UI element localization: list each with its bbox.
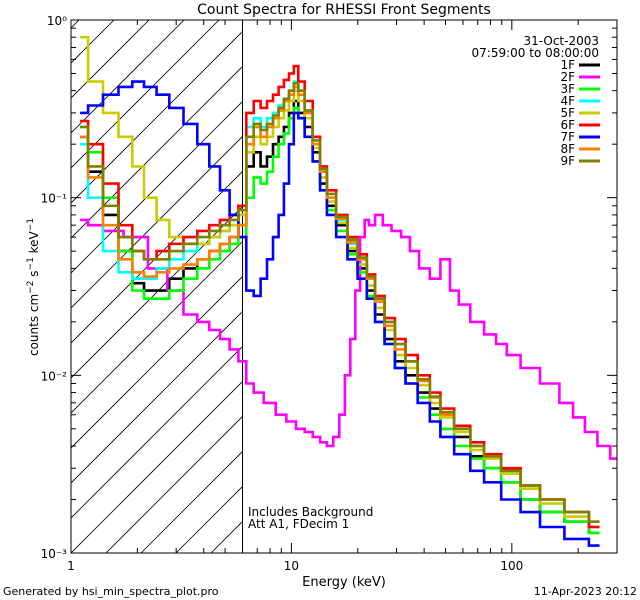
hatch-line <box>71 170 243 344</box>
hatch-line <box>71 205 243 379</box>
series-2F-line <box>80 213 617 460</box>
hatch-line <box>71 100 243 274</box>
x-axis-label: Energy (keV) <box>302 575 386 590</box>
hatch-line <box>71 20 185 134</box>
series-layer <box>80 35 617 547</box>
chart-title: Count Spectra for RHESSI Front Segments <box>197 2 491 18</box>
hatch-line <box>210 520 243 553</box>
legend-label-6F: 6F <box>560 118 575 132</box>
generated-by: Generated by hsi_min_spectra_plot.pro <box>3 585 219 598</box>
hatch-line <box>71 20 220 169</box>
x-tick-label: 100 <box>500 559 523 573</box>
annotation-attenuator: Att A1, FDecim 1 <box>248 517 349 531</box>
hatch-line <box>71 65 243 239</box>
hatch-line <box>281 0 640 553</box>
hatch-line <box>71 20 115 64</box>
legend-label-3F: 3F <box>560 82 575 96</box>
y-tick-label: 10⁰ <box>47 14 67 28</box>
series-7F-line <box>80 80 600 547</box>
hatch-line <box>71 30 243 204</box>
y-tick-label: 10⁻¹ <box>41 192 68 206</box>
legend-label-1F: 1F <box>560 58 575 72</box>
legend-label-8F: 8F <box>560 142 575 156</box>
hatch-line <box>140 450 243 553</box>
y-tick-label: 10⁻² <box>41 369 68 383</box>
series-8F-line <box>80 85 600 523</box>
legend-label-2F: 2F <box>560 70 575 84</box>
axes: 1 10 100 10⁰ 10⁻¹ 10⁻² 10⁻³ <box>41 14 618 573</box>
observation-date: 31-Oct-2003 <box>523 34 599 48</box>
x-tick-label: 10 <box>284 559 299 573</box>
legend-label-7F: 7F <box>560 130 575 144</box>
hatch-line <box>71 345 243 519</box>
excluded-energy-hatch <box>0 0 640 553</box>
x-tick-label: 1 <box>67 559 75 573</box>
y-axis-label: counts cm−2 s−1 keV−1 <box>26 218 41 356</box>
hatch-line <box>105 415 243 553</box>
hatch-lines <box>0 0 640 553</box>
hatch-line <box>71 310 243 484</box>
series-9F-line <box>80 82 600 523</box>
generated-date: 11-Apr-2023 20:12 <box>534 585 637 598</box>
legend-label-4F: 4F <box>560 94 575 108</box>
legend-label-9F: 9F <box>560 154 575 168</box>
hatch-line <box>71 240 243 414</box>
hatch-line <box>351 0 640 553</box>
legend-label-5F: 5F <box>560 106 575 120</box>
plot-frame <box>70 19 618 554</box>
y-tick-label: 10⁻³ <box>41 547 68 561</box>
annotation-background: Includes Background <box>248 505 373 519</box>
hatch-line <box>0 0 111 553</box>
series-4F-line <box>80 80 600 529</box>
hatch-line <box>0 0 6 553</box>
series-6F-line <box>80 64 600 529</box>
hatch-line <box>71 20 80 29</box>
hatch-line <box>421 0 640 553</box>
hatch-line <box>71 20 150 99</box>
time-range: 07:59:00 to 08:00:00 <box>472 46 599 60</box>
hatch-line <box>71 135 243 309</box>
hatch-line <box>71 380 243 553</box>
series-5F-line <box>80 35 600 529</box>
